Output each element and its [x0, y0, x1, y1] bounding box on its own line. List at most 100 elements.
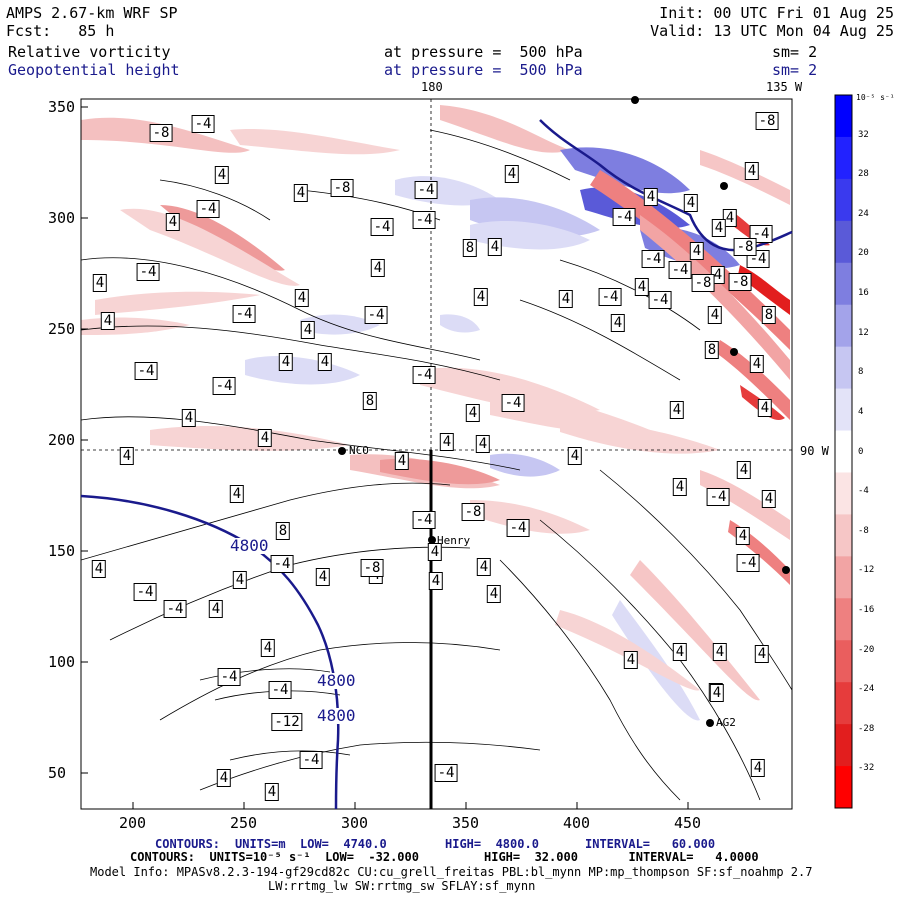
- station-label-ag2: AG2: [716, 716, 736, 729]
- vorticity-contour-label: 4: [100, 312, 116, 330]
- vorticity-contour-label: 4: [264, 783, 280, 801]
- footer-height-interval: INTERVAL= 60.000: [585, 837, 716, 851]
- vorticity-contour-label: -8: [149, 124, 173, 142]
- vorticity-contour-label: 4: [473, 288, 489, 306]
- vorticity-contour-label: -4: [268, 681, 292, 699]
- vorticity-contour-label: -8: [330, 179, 354, 197]
- vorticity-contour-label: 4: [294, 289, 310, 307]
- vorticity-contour-label: -4: [191, 115, 215, 133]
- colorbar-cell: [835, 682, 852, 725]
- y-tick-label: 150: [48, 542, 76, 560]
- vorticity-contour-label: -8: [728, 273, 752, 291]
- vorticity-contour-label: 4: [567, 447, 583, 465]
- vorticity-contour-label: 4: [504, 165, 520, 183]
- vorticity-contour-label: 8: [275, 522, 291, 540]
- height-contour-label: 4800: [230, 536, 269, 555]
- vorticity-contour-label: 4: [623, 651, 639, 669]
- colorbar-tick-label: 24: [858, 208, 869, 219]
- colorbar-tick-label: -8: [858, 525, 869, 536]
- colorbar-cell: [835, 346, 852, 390]
- colorbar-tick-label: 12: [858, 327, 869, 338]
- vorticity-contour-label: 4: [370, 259, 386, 277]
- field2-level: at pressure = 500 hPa: [384, 61, 583, 79]
- vorticity-contour-label: 4: [634, 278, 650, 296]
- vorticity-contour-label: 4: [428, 572, 444, 590]
- vorticity-contour-label: -4: [134, 362, 158, 380]
- colorbar-cell: [835, 136, 852, 180]
- vorticity-contour-label: 4: [229, 485, 245, 503]
- colorbar-tick-label: 16: [858, 288, 869, 299]
- colorbar-cell: [835, 220, 852, 264]
- vorticity-contour-label: 4: [757, 399, 773, 417]
- colorbar-cell: [835, 95, 852, 138]
- colorbar-cell: [835, 430, 852, 473]
- vorticity-contour-label: 4: [643, 188, 659, 206]
- x-tick-label: 300: [341, 814, 369, 832]
- vorticity-contour-label: 4: [712, 643, 728, 661]
- footer-height-high: HIGH= 4800.0: [445, 837, 539, 851]
- colorbar-cell: [835, 556, 852, 599]
- vorticity-contour-label: 4: [689, 242, 705, 260]
- vorticity-contour-label: 4: [683, 194, 699, 212]
- vorticity-contour-label: 4: [394, 452, 410, 470]
- vorticity-contour-label: 4: [257, 429, 273, 447]
- vorticity-contour-label: 4: [260, 639, 276, 657]
- valid-time: Valid: 13 UTC Mon 04 Aug 25: [650, 22, 894, 40]
- vorticity-contour-label: -4: [232, 305, 256, 323]
- vorticity-contour-label: 4: [750, 759, 766, 777]
- station-label-nco: NCO: [349, 444, 369, 457]
- colorbar-tick-label: -16: [858, 604, 875, 615]
- vorticity-contour-label: 4: [300, 321, 316, 339]
- vorticity-contour-label: 4: [610, 314, 626, 332]
- map-frame: [80, 98, 793, 810]
- colorbar-unit: 10⁻⁵ s⁻¹: [856, 93, 895, 102]
- vorticity-contour-label: -4: [412, 366, 436, 384]
- vorticity-contour-label: 4: [317, 353, 333, 371]
- vorticity-contour-label: 4: [711, 219, 727, 237]
- vorticity-contour-label: 4: [722, 209, 738, 227]
- x-tick-label: 450: [674, 814, 702, 832]
- vorticity-contour-label: -8: [691, 274, 715, 292]
- forecast-hour: Fcst: 85 h: [6, 22, 115, 40]
- vorticity-contour-label: -4: [641, 250, 665, 268]
- x-tick-label: 250: [230, 814, 258, 832]
- colorbar-cell: [835, 472, 852, 515]
- vorticity-contour-label: 8: [761, 306, 777, 324]
- station-label-henry: Henry: [437, 534, 471, 547]
- vorticity-contour-label: 4: [486, 585, 502, 603]
- vorticity-contour-label: -4: [412, 511, 436, 529]
- meridian-label-135w: 135 W: [766, 80, 803, 94]
- vorticity-contour-label: 4: [736, 461, 752, 479]
- field1-name: Relative vorticity: [8, 43, 171, 61]
- vorticity-contour-label: 4: [475, 435, 491, 453]
- vorticity-contour-label: -4: [364, 306, 388, 324]
- vorticity-contour-label: 4: [165, 213, 181, 231]
- vorticity-contour-label: -4: [414, 181, 438, 199]
- y-tick-label: 250: [48, 320, 76, 338]
- vorticity-contour-label: 4: [669, 401, 685, 419]
- vorticity-contour-label: -4: [706, 488, 730, 506]
- vorticity-contour-label: -4: [648, 291, 672, 309]
- vorticity-contour-label: -4: [501, 394, 525, 412]
- vorticity-contour-label: -4: [370, 218, 394, 236]
- x-tick-label: 350: [452, 814, 480, 832]
- vorticity-contour-label: 4: [119, 447, 135, 465]
- x-tick-label: 400: [563, 814, 591, 832]
- vorticity-contour-label: 4: [439, 433, 455, 451]
- field2-smoothing: sm= 2: [772, 61, 818, 79]
- vorticity-contour-label: 4: [744, 162, 760, 180]
- vorticity-contour-label: -4: [212, 377, 236, 395]
- colorbar-tick-label: -28: [858, 723, 875, 734]
- colorbar-tick-label: 28: [858, 169, 869, 180]
- colorbar-cell: [835, 178, 852, 222]
- vorticity-contour-label: 4: [293, 184, 309, 202]
- vorticity-contour-label: 4: [754, 645, 770, 663]
- vorticity-contour-label: 4: [315, 568, 331, 586]
- vorticity-contour-label: 4: [278, 353, 294, 371]
- vorticity-contour-label: -4: [163, 600, 187, 618]
- x-tick-label: 200: [119, 814, 147, 832]
- vorticity-contour-label: 4: [707, 306, 723, 324]
- y-tick-label: 300: [48, 209, 76, 227]
- model-title: AMPS 2.67-km WRF SP: [6, 4, 178, 22]
- vorticity-contour-label: 4: [232, 571, 248, 589]
